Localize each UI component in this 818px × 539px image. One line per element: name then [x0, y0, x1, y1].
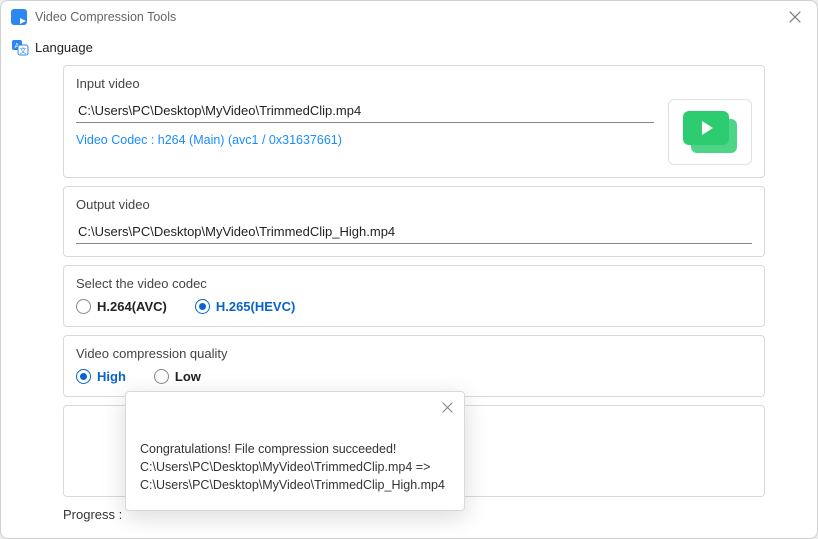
codec-h264-radio[interactable]: H.264(AVC) — [76, 299, 167, 314]
close-icon — [789, 11, 801, 23]
radio-icon — [195, 299, 210, 314]
popup-line1: Congratulations! File compression succee… — [140, 440, 452, 458]
success-popup: Congratulations! File compression succee… — [125, 391, 465, 511]
quality-high-radio[interactable]: High — [76, 369, 126, 384]
video-thumbnail-button[interactable] — [668, 99, 752, 165]
popup-line3: C:\Users\PC\Desktop\MyVideo\TrimmedClip_… — [140, 476, 452, 494]
popup-message: Congratulations! File compression succee… — [140, 440, 452, 494]
input-video-label: Input video — [76, 76, 752, 91]
language-icon: A 文 — [11, 38, 29, 56]
input-video-group: Input video Video Codec : h264 (Main) (a… — [63, 65, 765, 178]
radio-icon — [76, 299, 91, 314]
quality-group: Video compression quality High Low — [63, 335, 765, 397]
language-menu[interactable]: Language — [35, 40, 93, 55]
video-thumbnail-icon — [683, 111, 737, 153]
radio-icon — [76, 369, 91, 384]
close-icon — [442, 402, 453, 413]
quality-high-label: High — [97, 369, 126, 384]
menubar: A 文 Language — [1, 33, 817, 61]
svg-text:文: 文 — [20, 46, 27, 55]
app-icon — [11, 9, 27, 25]
quality-low-radio[interactable]: Low — [154, 369, 201, 384]
radio-icon — [154, 369, 169, 384]
codec-h264-label: H.264(AVC) — [97, 299, 167, 314]
app-window: Video Compression Tools A 文 Language Inp… — [0, 0, 818, 539]
codec-h265-radio[interactable]: H.265(HEVC) — [195, 299, 295, 314]
popup-line2: C:\Users\PC\Desktop\MyVideo\TrimmedClip.… — [140, 458, 452, 476]
codec-section-label: Select the video codec — [76, 276, 752, 291]
output-video-path-field[interactable] — [76, 220, 752, 244]
output-video-label: Output video — [76, 197, 752, 212]
window-close-button[interactable] — [785, 7, 805, 27]
input-codec-info: Video Codec : h264 (Main) (avc1 / 0x3163… — [76, 133, 654, 147]
window-title: Video Compression Tools — [35, 10, 176, 24]
codec-h265-label: H.265(HEVC) — [216, 299, 295, 314]
quality-section-label: Video compression quality — [76, 346, 752, 361]
input-video-path-field[interactable] — [76, 99, 654, 123]
quality-low-label: Low — [175, 369, 201, 384]
titlebar: Video Compression Tools — [1, 1, 817, 33]
codec-group: Select the video codec H.264(AVC) H.265(… — [63, 265, 765, 327]
output-video-group: Output video — [63, 186, 765, 257]
popup-close-button[interactable] — [438, 398, 456, 416]
